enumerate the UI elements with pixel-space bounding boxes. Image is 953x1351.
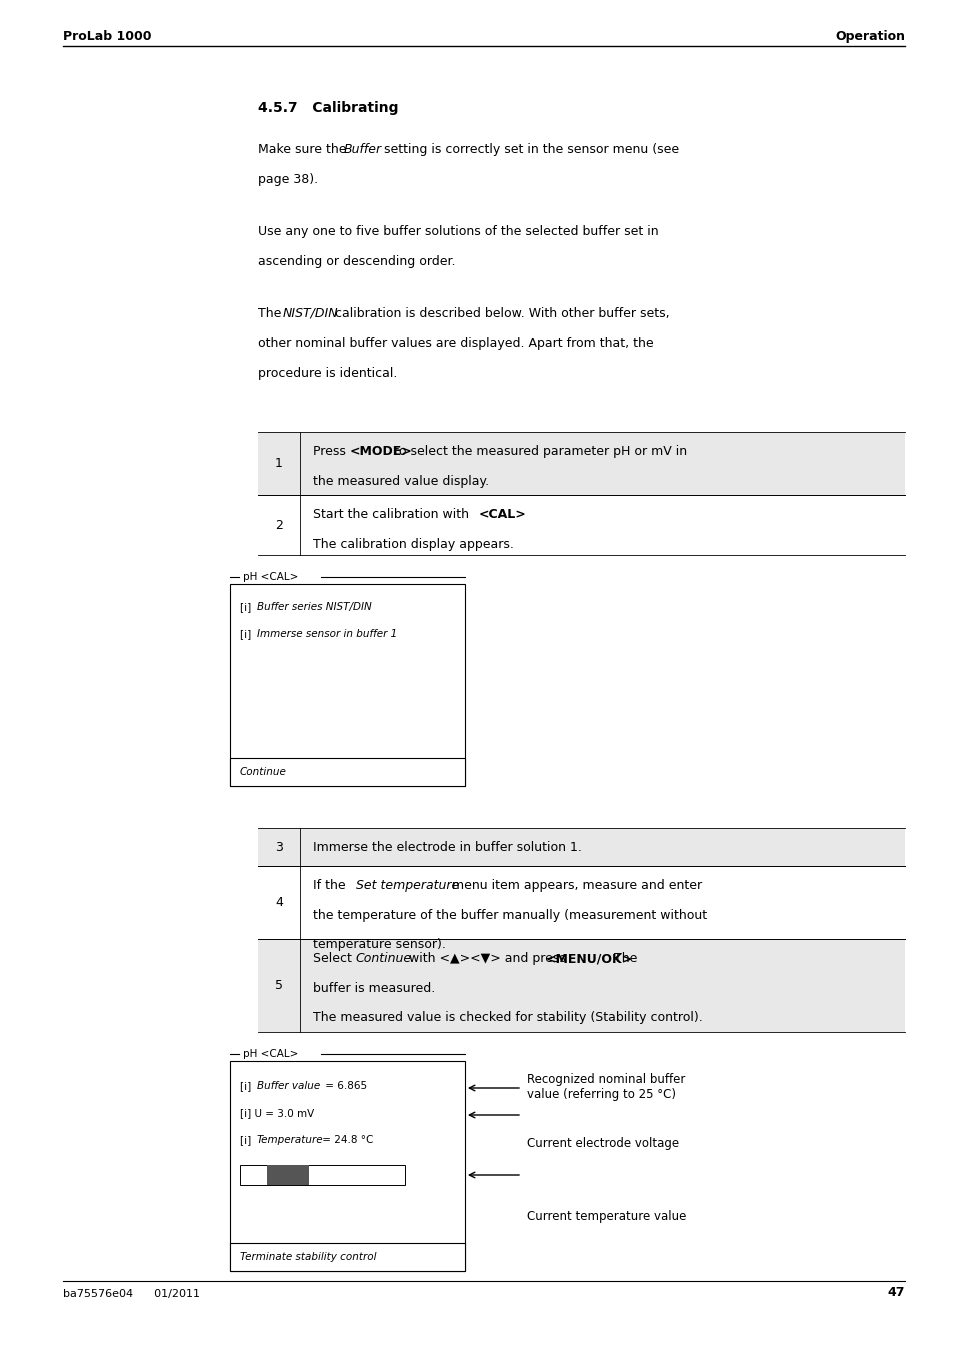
Text: Make sure the: Make sure the xyxy=(257,143,350,155)
Text: <MENU/OK>: <MENU/OK> xyxy=(545,952,632,965)
Bar xyxy=(257,828,904,866)
Bar xyxy=(267,1165,309,1185)
Text: Operation: Operation xyxy=(834,30,904,43)
Text: ascending or descending order.: ascending or descending order. xyxy=(257,255,455,267)
Text: menu item appears, measure and enter: menu item appears, measure and enter xyxy=(447,880,701,892)
Text: Buffer value: Buffer value xyxy=(256,1081,320,1092)
Text: Buffer series NIST/DIN: Buffer series NIST/DIN xyxy=(256,603,372,612)
Text: to select the measured parameter pH or mV in: to select the measured parameter pH or m… xyxy=(390,444,686,458)
Text: Select: Select xyxy=(313,952,355,965)
Text: [i]: [i] xyxy=(240,603,254,612)
Text: Temperature: Temperature xyxy=(256,1135,323,1146)
Text: [i] U = 3.0 mV: [i] U = 3.0 mV xyxy=(240,1108,314,1119)
Text: setting is correctly set in the sensor menu (see: setting is correctly set in the sensor m… xyxy=(380,143,679,155)
Text: Continue: Continue xyxy=(240,767,287,777)
Text: other nominal buffer values are displayed. Apart from that, the: other nominal buffer values are displaye… xyxy=(257,336,653,350)
Text: Press: Press xyxy=(313,444,350,458)
Text: the temperature of the buffer manually (measurement without: the temperature of the buffer manually (… xyxy=(313,908,706,921)
Text: with <▲><▼> and press: with <▲><▼> and press xyxy=(404,952,569,965)
Text: Start the calibration with: Start the calibration with xyxy=(313,508,473,521)
Text: Set temperature: Set temperature xyxy=(355,880,458,892)
Text: Recognized nominal buffer
value (referring to 25 °C): Recognized nominal buffer value (referri… xyxy=(526,1073,684,1101)
Text: 4.5.7   Calibrating: 4.5.7 Calibrating xyxy=(257,101,398,115)
Text: = 24.8 °C: = 24.8 °C xyxy=(318,1135,373,1146)
Text: Terminate stability control: Terminate stability control xyxy=(240,1252,376,1262)
Text: Continue: Continue xyxy=(355,952,412,965)
Text: Current electrode voltage: Current electrode voltage xyxy=(526,1138,679,1150)
Text: The: The xyxy=(257,307,285,320)
Text: temperature sensor).: temperature sensor). xyxy=(313,938,445,951)
Text: 2: 2 xyxy=(274,519,283,531)
Text: <CAL>: <CAL> xyxy=(477,508,525,521)
Text: Use any one to five buffer solutions of the selected buffer set in: Use any one to five buffer solutions of … xyxy=(257,226,658,238)
Text: Buffer: Buffer xyxy=(343,143,381,155)
Text: 1: 1 xyxy=(274,457,283,470)
Text: procedure is identical.: procedure is identical. xyxy=(257,367,397,380)
Text: buffer is measured.: buffer is measured. xyxy=(313,981,435,994)
Text: page 38).: page 38). xyxy=(257,173,317,186)
Text: 3: 3 xyxy=(274,840,283,854)
Bar xyxy=(230,758,464,786)
Text: [i]: [i] xyxy=(240,1081,254,1092)
Bar xyxy=(240,1165,405,1185)
Text: . The: . The xyxy=(605,952,637,965)
Text: If the: If the xyxy=(313,880,349,892)
Text: ba75576e04      01/2011: ba75576e04 01/2011 xyxy=(63,1289,200,1300)
Text: The measured value is checked for stability (Stability control).: The measured value is checked for stabil… xyxy=(313,1011,702,1024)
Text: ProLab 1000: ProLab 1000 xyxy=(63,30,152,43)
Text: the measured value display.: the measured value display. xyxy=(313,474,489,488)
Text: pH <CAL>: pH <CAL> xyxy=(243,571,298,582)
Bar xyxy=(257,939,904,1032)
Bar xyxy=(230,1243,464,1271)
Bar xyxy=(230,1061,464,1271)
Text: .: . xyxy=(512,508,516,521)
Text: Current temperature value: Current temperature value xyxy=(526,1210,685,1223)
Text: Immerse sensor in buffer 1: Immerse sensor in buffer 1 xyxy=(256,630,396,639)
Bar xyxy=(257,432,904,494)
Text: The calibration display appears.: The calibration display appears. xyxy=(313,538,514,550)
Text: 47: 47 xyxy=(886,1286,904,1300)
Text: = 6.865: = 6.865 xyxy=(322,1081,367,1092)
Text: NIST/DIN: NIST/DIN xyxy=(282,307,337,320)
Bar xyxy=(230,584,464,786)
Text: 4: 4 xyxy=(274,896,283,909)
Text: pH <CAL>: pH <CAL> xyxy=(243,1048,298,1059)
Text: [i]: [i] xyxy=(240,630,254,639)
Text: [i]: [i] xyxy=(240,1135,254,1146)
Text: 5: 5 xyxy=(274,979,283,992)
Text: <MODE>: <MODE> xyxy=(350,444,412,458)
Text: Immerse the electrode in buffer solution 1.: Immerse the electrode in buffer solution… xyxy=(313,840,581,854)
Text: calibration is described below. With other buffer sets,: calibration is described below. With oth… xyxy=(331,307,669,320)
